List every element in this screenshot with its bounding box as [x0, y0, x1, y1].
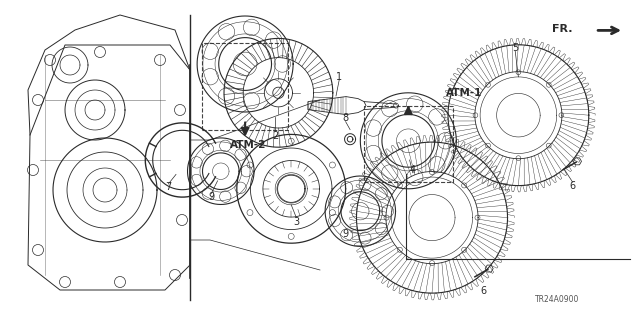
Text: ATM-2: ATM-2 — [230, 140, 266, 150]
Polygon shape — [485, 265, 493, 272]
Text: 7: 7 — [165, 182, 172, 192]
Bar — [202, 43, 288, 130]
Text: FR.: FR. — [552, 24, 573, 34]
Text: 8: 8 — [342, 113, 349, 124]
Text: ATM-1: ATM-1 — [446, 88, 483, 98]
Text: 6: 6 — [570, 180, 576, 191]
Text: 5: 5 — [512, 43, 518, 53]
Text: 2: 2 — [272, 131, 278, 141]
Text: 6: 6 — [480, 286, 486, 296]
Text: 4: 4 — [410, 164, 416, 175]
Text: 3: 3 — [293, 217, 300, 228]
Text: 9: 9 — [208, 192, 214, 202]
Text: 9: 9 — [342, 228, 349, 239]
Bar — [364, 106, 453, 182]
Text: TR24A0900: TR24A0900 — [534, 295, 579, 304]
Polygon shape — [573, 158, 582, 165]
Text: 1: 1 — [336, 72, 342, 82]
